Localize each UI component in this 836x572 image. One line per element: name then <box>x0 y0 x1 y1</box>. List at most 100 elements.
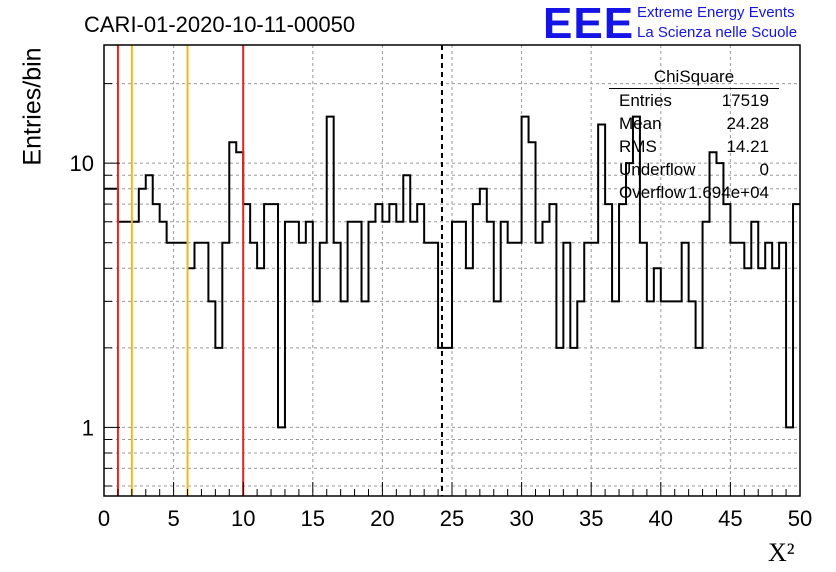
histogram-bin <box>229 142 236 496</box>
x-tick-label: 50 <box>788 506 812 531</box>
stats-value: 24.28 <box>726 114 769 133</box>
stats-row-overflow: Overflow 1.694e+04 <box>609 181 779 204</box>
histogram-bin <box>501 222 508 496</box>
histogram-bin <box>417 204 424 496</box>
stats-row-underflow: Underflow 0 <box>609 158 779 181</box>
histogram-bin <box>703 222 710 496</box>
histogram-bin <box>536 243 543 496</box>
histogram-bin <box>549 204 556 496</box>
histogram-bin <box>772 268 779 496</box>
histogram-bin <box>779 243 786 496</box>
histogram-bin <box>563 243 570 496</box>
histogram-bin <box>285 222 292 496</box>
histogram-bin <box>758 268 765 496</box>
histogram-bin <box>104 189 111 496</box>
histogram-bin <box>542 222 549 496</box>
histogram-bin <box>480 189 487 496</box>
histogram-bin <box>445 348 452 496</box>
histogram-bin <box>577 301 584 496</box>
histogram-bin <box>570 348 577 496</box>
histogram-bin <box>765 243 772 496</box>
histogram-bin <box>118 222 125 496</box>
histogram-bin <box>382 222 389 496</box>
x-tick-label: 20 <box>370 506 394 531</box>
histogram-bin <box>640 243 647 496</box>
stats-key: Entries <box>619 91 672 110</box>
histogram-bin <box>689 301 696 496</box>
histogram-bin <box>751 222 758 496</box>
histogram-bin <box>132 222 139 496</box>
histogram-bin <box>139 189 146 496</box>
histogram-bin <box>320 243 327 496</box>
histogram-bin <box>612 301 619 496</box>
histogram-bin <box>243 204 250 496</box>
histogram-bin <box>396 222 403 496</box>
histogram-bin <box>403 175 410 496</box>
histogram-bin <box>167 243 174 496</box>
stats-key: Mean <box>619 114 662 133</box>
histogram-bin <box>584 243 591 496</box>
histogram-bin <box>250 243 257 496</box>
stats-key: Underflow <box>619 160 696 179</box>
histogram-bin <box>334 243 341 496</box>
histogram-bin <box>529 142 536 496</box>
histogram-bin <box>201 243 208 496</box>
x-tick-label: 45 <box>718 506 742 531</box>
y-axis-label: Entries/bin <box>18 47 47 166</box>
logo-line-2: La Scienza nelle Scuole <box>637 24 798 41</box>
histogram-bin <box>737 243 744 496</box>
histogram-bin <box>515 243 522 496</box>
histogram-bin <box>696 348 703 496</box>
histogram-bin <box>355 222 362 496</box>
x-tick-label: 10 <box>231 506 255 531</box>
x-tick-label: 0 <box>98 506 110 531</box>
histogram-bin <box>668 301 675 496</box>
histogram-bin <box>341 301 348 496</box>
stats-value: 1.694e+04 <box>688 183 769 202</box>
histogram-bin <box>194 243 201 496</box>
histogram-bin <box>487 222 494 496</box>
x-tick-label: 15 <box>301 506 325 531</box>
histogram-bin <box>146 175 153 496</box>
histogram-bin <box>431 243 438 496</box>
histogram-bin <box>654 268 661 496</box>
histogram-bin <box>591 243 598 496</box>
stats-row-mean: Mean 24.28 <box>609 112 779 135</box>
histogram-bin <box>723 204 730 496</box>
stats-box: ChiSquare Entries 17519 Mean 24.28 RMS 1… <box>609 66 779 204</box>
histogram-bin <box>598 125 605 496</box>
logo-line-1: Extreme Energy Events <box>637 4 795 21</box>
histogram-bin <box>473 204 480 496</box>
histogram-bin <box>215 348 222 496</box>
histogram-bin <box>494 301 501 496</box>
histogram-bin <box>188 268 195 496</box>
histogram-bin <box>466 268 473 496</box>
histogram-bin <box>682 243 689 496</box>
histogram-bin <box>313 301 320 496</box>
histogram-bin <box>605 204 612 496</box>
histogram-bin <box>271 204 278 496</box>
histogram-bin <box>793 204 800 496</box>
histogram-bin <box>459 222 466 496</box>
x-tick-label: 5 <box>167 506 179 531</box>
histogram-bin <box>389 204 396 496</box>
histogram-bin <box>368 222 375 496</box>
histogram-bin <box>257 268 264 496</box>
stats-value: 17519 <box>721 91 769 110</box>
histogram-bin <box>181 243 188 496</box>
x-tick-label: 30 <box>509 506 533 531</box>
histogram-bin <box>647 301 654 496</box>
histogram-bin <box>661 301 668 496</box>
histogram-bin <box>619 204 626 496</box>
histogram-bin <box>160 222 167 496</box>
x-tick-label: 35 <box>579 506 603 531</box>
histogram-bin <box>306 222 313 496</box>
x-tick-label: 25 <box>440 506 464 531</box>
chart-title: CARI-01-2020-10-11-00050 <box>84 12 356 37</box>
histogram-bin <box>375 204 382 496</box>
histogram-bin <box>348 222 355 496</box>
histogram-bin <box>362 301 369 496</box>
histogram-bin <box>292 222 299 496</box>
histogram-bin <box>299 243 306 496</box>
